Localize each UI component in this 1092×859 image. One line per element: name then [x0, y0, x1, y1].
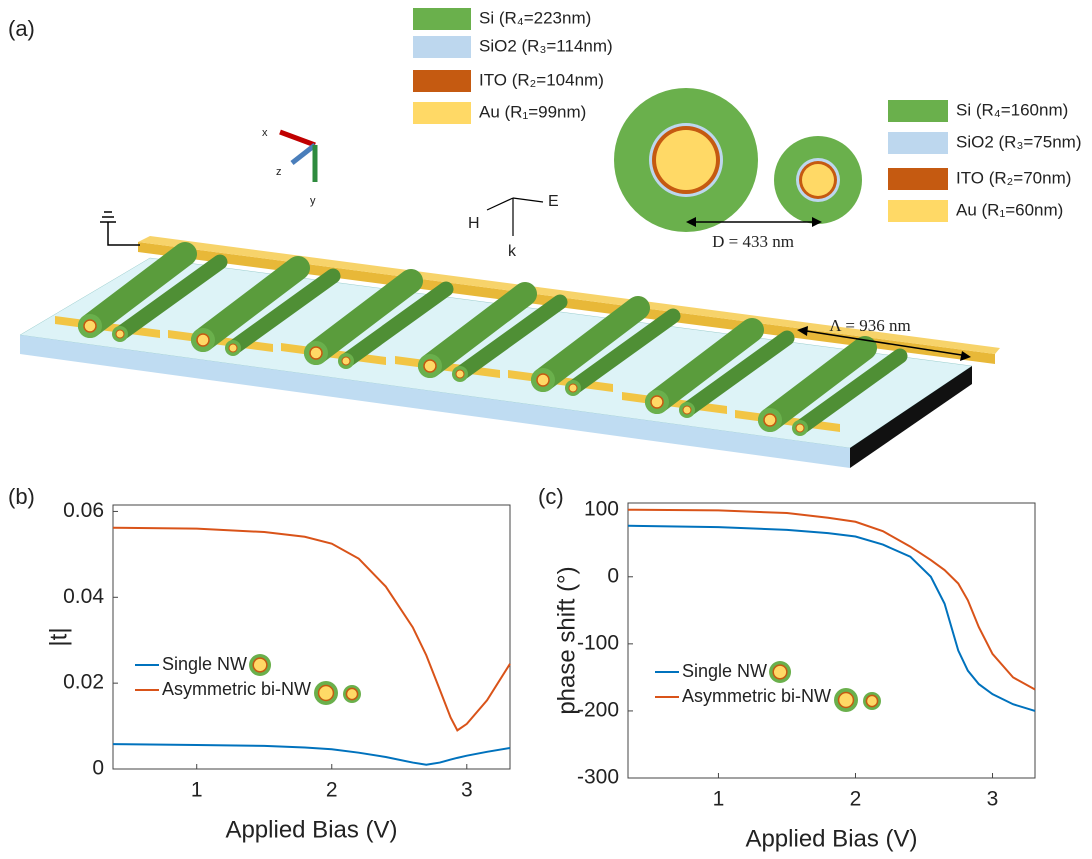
- legend-label: Asymmetric bi-NW: [682, 686, 831, 706]
- period-label: Λ = 936 nm: [829, 316, 910, 335]
- wire-end: [342, 357, 350, 365]
- legend-icon: [319, 686, 334, 701]
- wire-end: [116, 330, 124, 338]
- wire-end: [424, 360, 436, 372]
- x-tick-label: 3: [987, 788, 999, 811]
- legend-label: Si (R₄=160nm): [956, 100, 1068, 119]
- panel-label: (a): [8, 16, 35, 41]
- legend-icon: [839, 693, 854, 708]
- legend-label: ITO (R₂=104nm): [479, 70, 604, 89]
- y-tick-label: 0: [92, 757, 104, 780]
- x-tick-label: 1: [191, 779, 203, 802]
- wire-end: [569, 384, 577, 392]
- x-axis-label: Applied Bias (V): [745, 825, 917, 852]
- wire-end: [651, 396, 663, 408]
- y-tick-label: -200: [577, 698, 619, 721]
- legend-swatch: [888, 200, 948, 222]
- wire-end: [764, 414, 776, 426]
- wire-end: [197, 334, 209, 346]
- field-label: k: [508, 243, 517, 260]
- legend-label: Si (R₄=223nm): [479, 8, 591, 27]
- legend-swatch: [413, 8, 471, 30]
- legend-swatch: [413, 102, 471, 124]
- coordinate-axes: x z y: [262, 127, 316, 207]
- field-axes: H E k: [468, 193, 559, 260]
- panel-label: (c): [538, 484, 564, 509]
- legend-label: Asymmetric bi-NW: [162, 679, 311, 699]
- wire-end: [796, 424, 804, 432]
- legend-label: Single NW: [162, 654, 247, 674]
- distance-label: D = 433 nm: [712, 232, 794, 251]
- x-tick-label: 2: [850, 788, 862, 811]
- plot-frame: [113, 505, 510, 769]
- legend-icon: [866, 695, 877, 706]
- legend-label: SiO2 (R₃=75nm): [956, 132, 1082, 151]
- y-tick-label: 0: [607, 564, 619, 587]
- legend-icon: [346, 688, 357, 699]
- legend-label: Au (R₁=99nm): [479, 102, 586, 121]
- legend-swatch: [413, 36, 471, 58]
- field-label: H: [468, 215, 480, 232]
- legend-swatch: [888, 132, 948, 154]
- y-axis-label: phase shift (°): [553, 566, 580, 714]
- wire-end: [310, 347, 322, 359]
- x-axis-label: Applied Bias (V): [225, 816, 397, 843]
- series-line: [113, 744, 510, 765]
- axis-name: x: [262, 127, 268, 139]
- charts: (b) 1 2 3 0 0.02 0.04 0.06 Applied Bias (V) |t| Si…: [8, 484, 1035, 853]
- x-tick-label: 2: [326, 779, 338, 802]
- y-tick-label: 0.04: [63, 585, 104, 608]
- wire-end: [229, 344, 237, 352]
- series-line: [113, 528, 510, 731]
- x-tick-label: 3: [461, 779, 473, 802]
- legend-icon: [253, 658, 267, 672]
- panel-label: (b): [8, 484, 35, 509]
- legend-icon: [773, 665, 787, 679]
- y-axis-label: |t|: [45, 627, 72, 646]
- y-tick-label: -300: [577, 766, 619, 789]
- axis-name: z: [276, 166, 282, 178]
- legend-label: Single NW: [682, 661, 767, 681]
- plot-frame: [628, 503, 1035, 778]
- y-tick-label: 0.06: [63, 499, 104, 522]
- legend-label: SiO2 (R₃=114nm): [479, 36, 613, 55]
- wire-end: [537, 374, 549, 386]
- wire-end: [683, 406, 691, 414]
- wire-end: [456, 370, 464, 378]
- axis-name: y: [310, 195, 316, 207]
- y-tick-label: -100: [577, 631, 619, 654]
- legend-label: ITO (R₂=70nm): [956, 168, 1071, 187]
- x-tick-label: 1: [713, 788, 725, 811]
- legend-swatch: [413, 70, 471, 92]
- wire-end: [84, 320, 96, 332]
- figure: (a) x z y H E k: [0, 0, 1092, 859]
- legend-swatch: [888, 168, 948, 190]
- field-label: E: [548, 193, 559, 210]
- y-tick-label: 100: [584, 497, 619, 520]
- y-tick-label: 0.02: [63, 671, 104, 694]
- legend-swatch: [888, 100, 948, 122]
- legend-label: Au (R₁=60nm): [956, 200, 1063, 219]
- series-line: [628, 526, 1035, 711]
